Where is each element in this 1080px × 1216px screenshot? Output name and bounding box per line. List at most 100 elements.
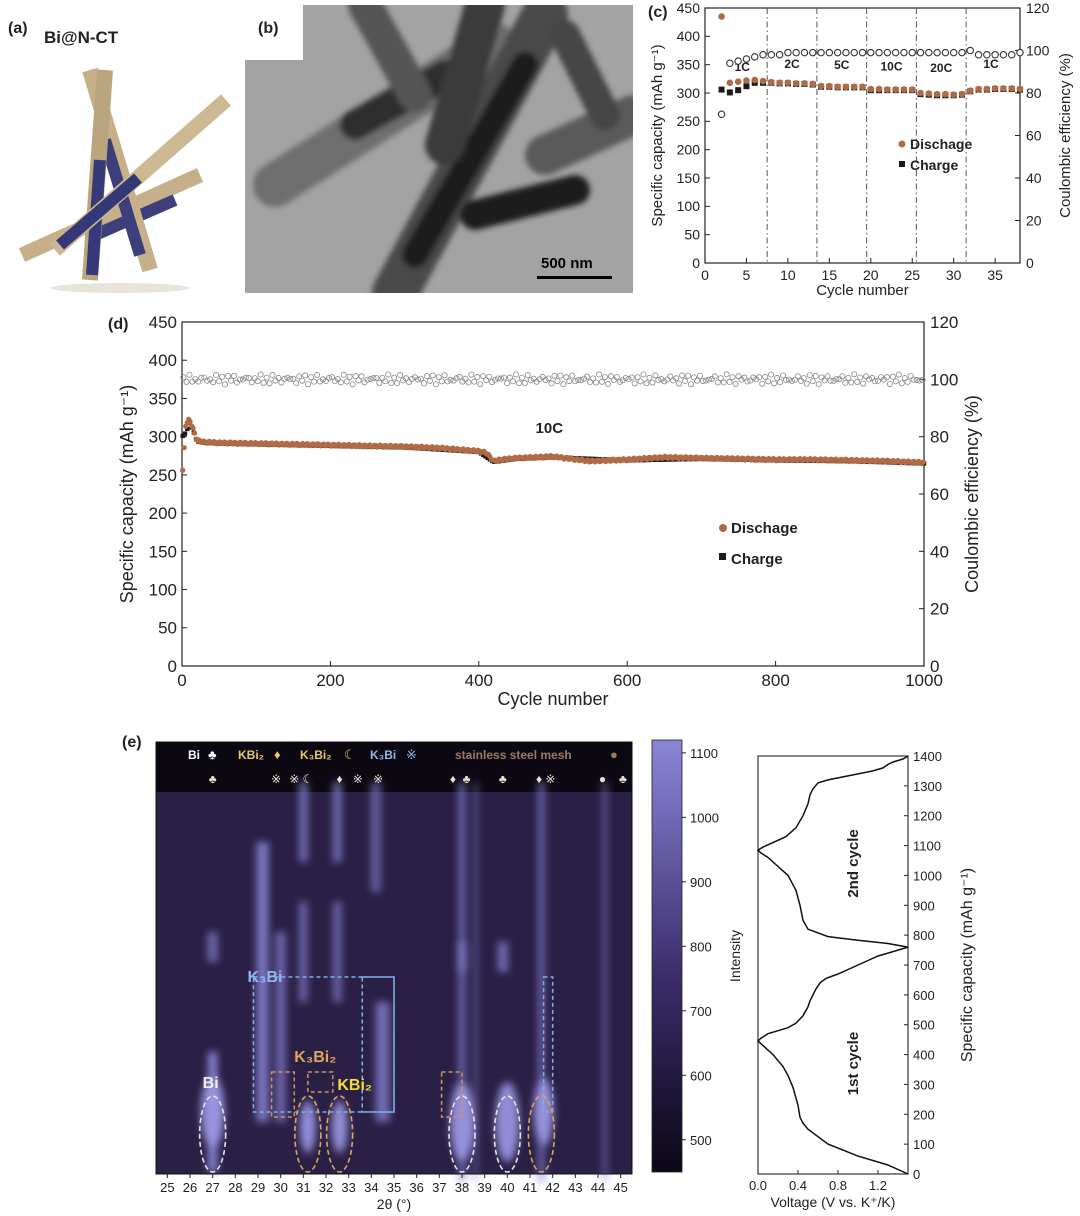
ce-point: [803, 380, 810, 387]
discharge-point: [190, 425, 196, 431]
ce-point: [734, 57, 742, 65]
y-tick-label: 350: [149, 389, 177, 408]
ce-point: [554, 377, 561, 384]
discharge-point: [1000, 85, 1007, 92]
discharge-point: [920, 459, 926, 465]
ce-point: [379, 374, 386, 381]
y-tick-label: 500: [913, 1018, 935, 1033]
charge-discharge-profile: 0.0 0.4 0.8 1.2 0 100 200 300 400 500 600 700 800 900…: [749, 749, 976, 1210]
y2-tick-label: 120: [1026, 0, 1050, 16]
ce-point: [673, 375, 680, 382]
discharge-point: [875, 85, 883, 93]
ce-point: [640, 371, 647, 378]
ce-point: [607, 373, 614, 380]
ce-point: [468, 371, 475, 378]
ce-point: [854, 378, 861, 385]
ce-point: [186, 371, 193, 378]
discharge-point: [975, 85, 982, 93]
x-axis-label: Cycle number: [497, 689, 608, 709]
discharge-point: [743, 77, 750, 84]
peak-phase-symbol: ※: [353, 772, 363, 786]
legend-discharge-label: Dischage: [910, 136, 972, 152]
y-tick-label: 100: [149, 581, 177, 600]
intensity-band: [333, 902, 342, 1002]
ce-point: [916, 377, 923, 384]
x-tick-label: 25: [160, 1180, 174, 1195]
nanotube-illustration: [18, 67, 231, 293]
y-tick-label: 300: [149, 428, 177, 447]
intensity-spot: [450, 1082, 474, 1162]
intensity-spot: [533, 1078, 554, 1146]
x-tick-label: 41: [523, 1180, 537, 1195]
ce-point: [527, 377, 534, 384]
legend-discharge-label: Dischage: [731, 520, 798, 537]
discharge-point: [942, 90, 949, 98]
phase-region-box: [440, 1071, 463, 1118]
y2-tick-label: 20: [930, 600, 949, 619]
ce-point: [317, 378, 324, 385]
charge-point: [184, 426, 190, 432]
peak-marker-ellipse: [325, 1095, 354, 1173]
y-tick-label: 450: [149, 313, 177, 332]
ce-point: [738, 376, 745, 383]
x-tick-label: 29: [251, 1180, 265, 1195]
ce-point: [293, 380, 300, 387]
ce-point: [260, 379, 267, 386]
colorbar-tick-label: 1000: [690, 810, 719, 825]
intensity-spot: [299, 1101, 316, 1153]
discharge-point: [181, 445, 187, 451]
discharge-point: [768, 78, 775, 86]
intensity-band: [256, 842, 269, 1122]
y2-tick-label: 40: [930, 542, 949, 561]
y2-tick-label: 120: [930, 313, 958, 332]
ce-point: [432, 381, 439, 388]
ce-point: [406, 379, 413, 386]
ce-point: [578, 377, 585, 384]
voltage-profile-line: [756, 755, 909, 1175]
ce-point: [465, 379, 472, 386]
phase-legend-symbol: ☾: [344, 747, 356, 762]
ce-point: [794, 373, 801, 380]
peak-marker-ellipse: [527, 1095, 556, 1173]
y2-tick-label: 100: [930, 370, 958, 389]
discharge-point: [966, 87, 974, 95]
annotation-k3bi: K₃Bi: [247, 969, 282, 986]
ce-point: [328, 374, 335, 381]
ce-point: [492, 377, 499, 384]
charge-point: [735, 87, 742, 94]
annotation-k3bi2: K₃Bi₂: [294, 1049, 336, 1066]
x-tick-label: 45: [613, 1180, 627, 1195]
panel-e-label: (e): [122, 734, 142, 751]
y2-tick-label: 40: [1026, 170, 1042, 186]
y-tick-label: 900: [913, 898, 935, 913]
ce-point: [667, 373, 674, 380]
x-tick-label: 15: [822, 267, 838, 283]
ce-point: [343, 378, 350, 385]
ce-point: [305, 381, 312, 388]
ce-point: [809, 378, 816, 385]
discharge-point: [792, 80, 800, 87]
ce-point: [524, 372, 531, 379]
tem-image: 500 nm: [245, 5, 633, 293]
ce-point: [334, 376, 341, 383]
ce-point: [311, 378, 318, 385]
ce-point: [426, 377, 433, 384]
ce-point: [213, 372, 220, 379]
x-tick-label: 0.0: [749, 1178, 767, 1193]
y2-axis-label: Coulombic efficiency (%): [962, 395, 982, 593]
ce-point: [900, 48, 908, 57]
colorbar: [651, 739, 683, 1173]
x-tick-label: 37: [432, 1180, 446, 1195]
ce-point: [845, 374, 852, 381]
ce-point: [299, 377, 306, 384]
panel-a-title: Bi@N-CT: [44, 28, 119, 47]
discharge-point: [718, 13, 725, 20]
y-tick-label: 150: [149, 542, 177, 561]
ce-point: [762, 373, 769, 380]
ce-point: [825, 48, 834, 57]
phase-legend-label: K₃Bi₂: [300, 748, 332, 762]
x-tick-label: 20: [863, 267, 879, 283]
colorbar-tick-label: 600: [690, 1068, 712, 1083]
ce-point: [236, 376, 243, 383]
ce-point: [435, 374, 442, 381]
